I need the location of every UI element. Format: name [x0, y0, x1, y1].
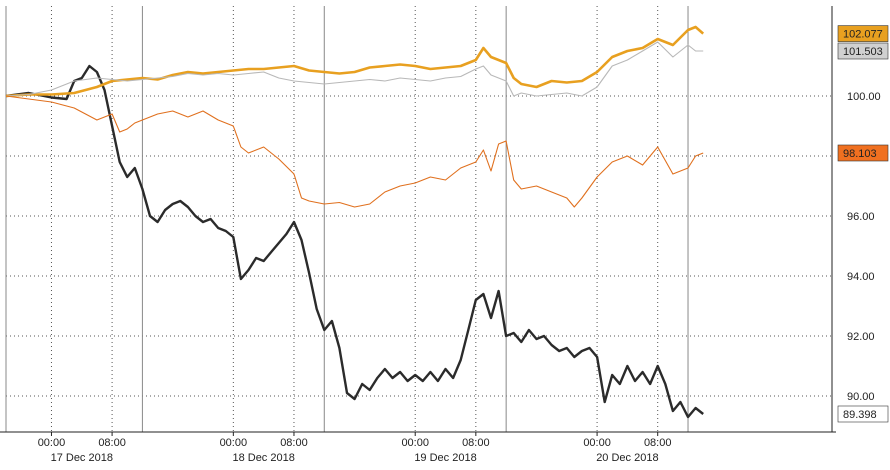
last-value-text: 98.103: [843, 148, 877, 160]
last-value-badge-2: 101.503: [837, 42, 889, 60]
last-value-box: [837, 405, 889, 423]
x-tick-label: 08:00: [280, 437, 308, 449]
x-date-label: 18 Dec 2018: [232, 452, 294, 464]
last-value-badge-1: 102.077: [837, 25, 889, 42]
last-value-badge-0: 89.398: [837, 405, 889, 423]
y-tick-label: 100.00: [847, 91, 881, 103]
x-date-label: 19 Dec 2018: [414, 452, 476, 464]
y-tick-label: 94.00: [847, 271, 875, 283]
x-tick-label: 00:00: [38, 437, 66, 449]
x-tick-label: 00:00: [583, 437, 611, 449]
x-tick-label: 00:00: [401, 437, 429, 449]
y-tick-label: 90.00: [847, 391, 875, 403]
grid-lines: [5, 6, 832, 432]
last-value-text: 102.077: [843, 29, 883, 41]
x-tick-label: 08:00: [98, 437, 126, 449]
x-axis: 00:00 08:00 00:00 08:00 00:00 08:00 00:00 08:00…: [0, 431, 836, 464]
x-date-label: 20 Dec 2018: [596, 452, 658, 464]
y-tick-label: 92.00: [847, 331, 875, 343]
series-line-0: [5, 64, 704, 419]
last-value-text: 89.398: [843, 409, 877, 421]
series-line-2: [5, 41, 704, 97]
last-value-text: 101.503: [843, 46, 883, 58]
x-date-label: 17 Dec 2018: [51, 452, 113, 464]
series-line-1: [5, 25, 705, 98]
last-value-box: [837, 25, 889, 42]
last-value-box: [837, 144, 889, 162]
series-layer: [5, 25, 705, 419]
last-value-badge-3: 98.103: [837, 144, 889, 162]
x-tick-label: 00:00: [220, 437, 248, 449]
last-value-box: [837, 42, 889, 60]
last-value-labels: 89.398 102.077 101.503 98.103: [837, 25, 889, 423]
y-tick-label: 96.00: [847, 211, 875, 223]
series-line-3: [5, 95, 704, 208]
x-tick-label: 08:00: [644, 437, 672, 449]
x-tick-label: 08:00: [462, 437, 490, 449]
